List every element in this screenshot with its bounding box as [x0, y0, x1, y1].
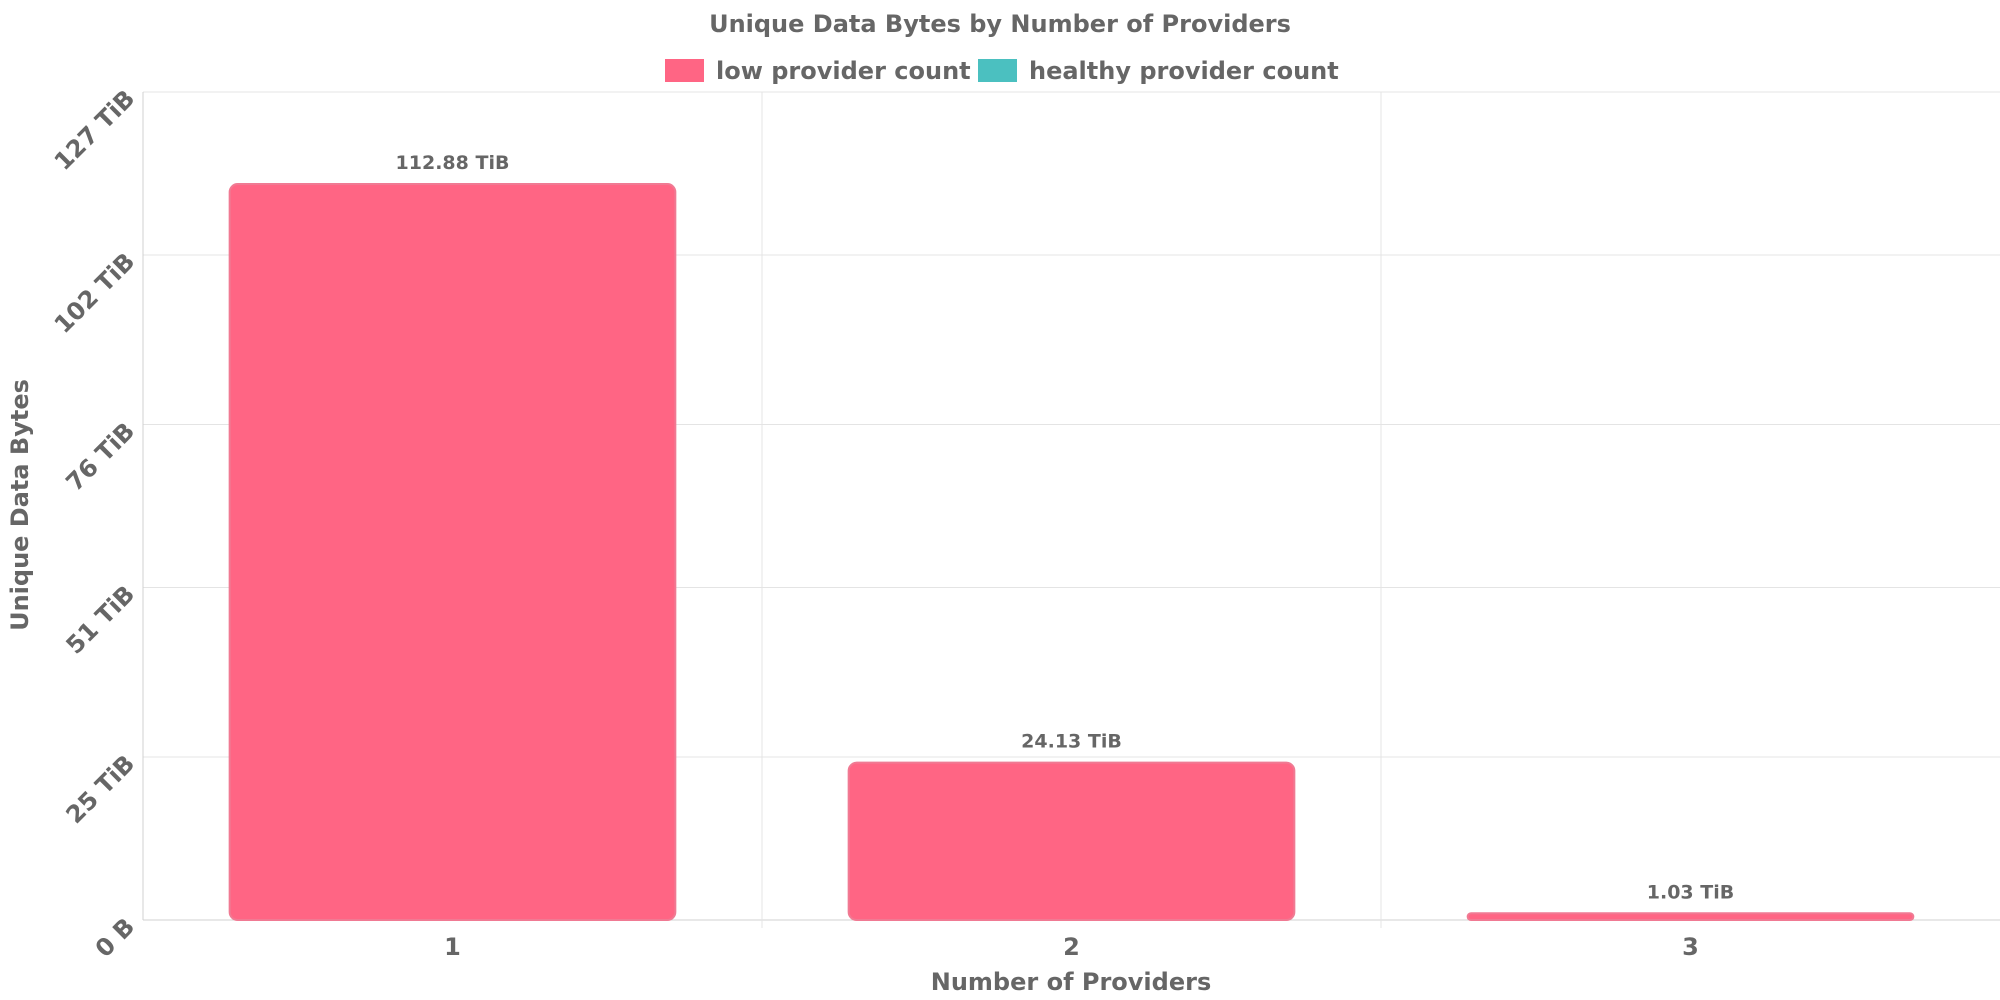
legend-label-healthy: healthy provider count — [1029, 57, 1339, 85]
y-tick-label: 51 TiB — [61, 580, 141, 660]
x-axis-label: Number of Providers — [931, 968, 1211, 996]
y-axis-label: Unique Data Bytes — [6, 379, 34, 631]
legend-swatch-low — [665, 59, 704, 82]
y-tick-label: 102 TiB — [49, 247, 140, 338]
y-tick-label: 76 TiB — [61, 417, 141, 497]
x-tick-label: 2 — [1063, 933, 1080, 961]
data-label: 1.03 TiB — [1647, 881, 1734, 903]
bar — [228, 183, 677, 922]
data-labels: 112.88 TiB 24.13 TiB 1.03 TiB — [396, 152, 1735, 903]
chart-title: Unique Data Bytes by Number of Providers — [709, 10, 1291, 38]
x-tick-label: 1 — [444, 933, 461, 961]
y-tick-label: 25 TiB — [61, 749, 141, 829]
bar — [1466, 912, 1915, 922]
y-axis-ticks: 0 B 25 TiB 51 TiB 76 TiB 102 TiB 127 TiB — [49, 84, 140, 962]
x-axis-ticks: 1 2 3 — [444, 933, 1699, 961]
bar — [847, 761, 1296, 921]
bars — [228, 183, 1915, 922]
legend-label-low: low provider count — [716, 57, 971, 85]
y-tick-label: 127 TiB — [49, 84, 140, 175]
y-tick-label: 0 B — [90, 912, 140, 962]
data-label: 24.13 TiB — [1021, 731, 1122, 753]
data-label: 112.88 TiB — [396, 152, 510, 174]
x-tick-label: 3 — [1682, 933, 1699, 961]
legend: low provider count healthy provider coun… — [665, 57, 1339, 85]
legend-swatch-healthy — [978, 59, 1017, 82]
